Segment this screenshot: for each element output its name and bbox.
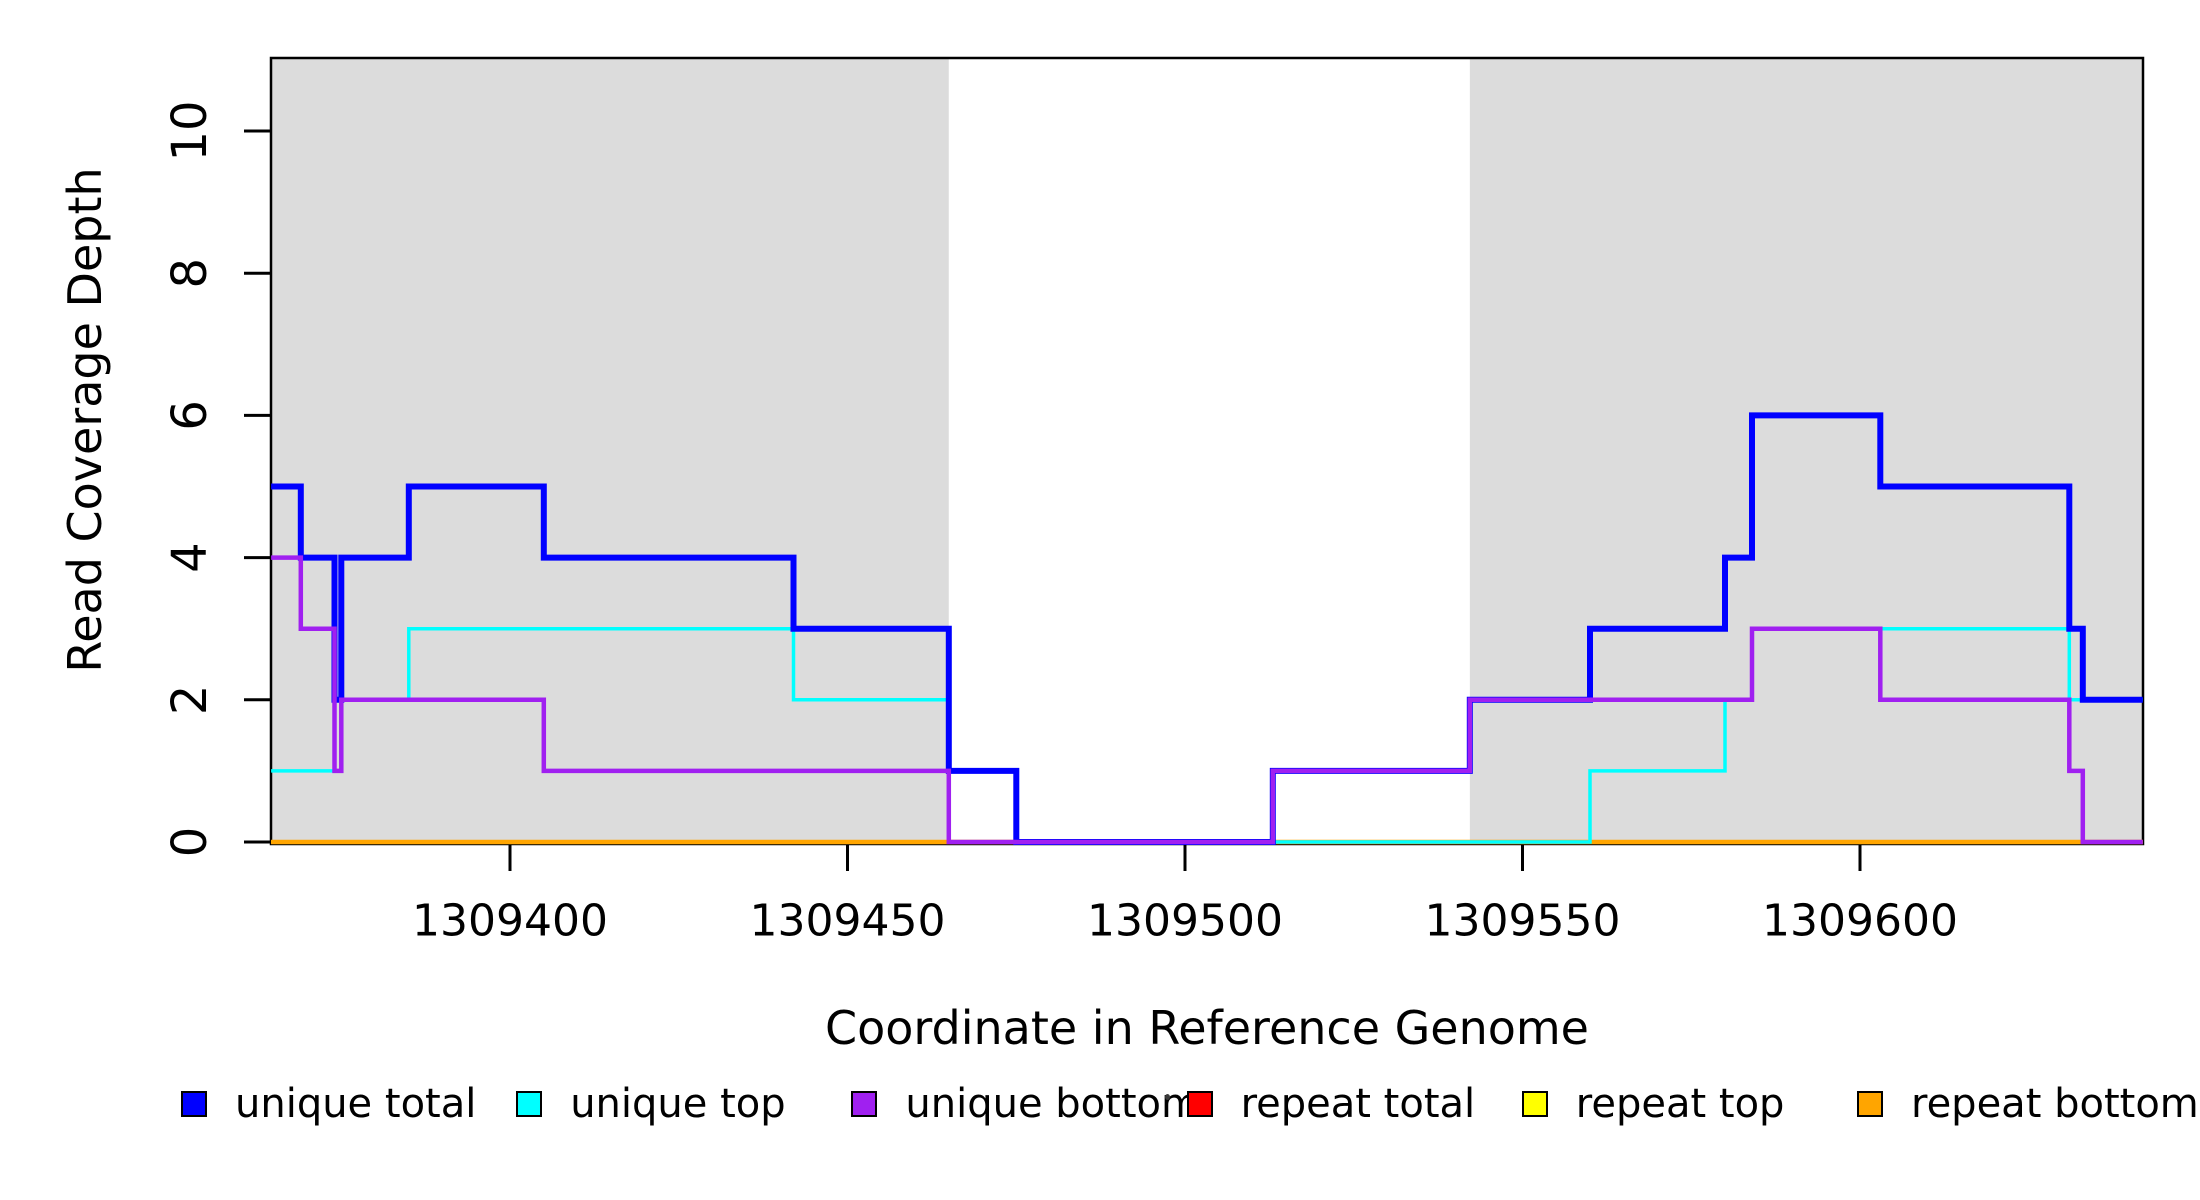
y-axis-tick-label: 2 bbox=[162, 685, 218, 716]
legend-label-repeat-top: repeat top bbox=[1575, 1081, 1785, 1127]
y-axis-tick-label: 4 bbox=[162, 542, 218, 573]
legend-label-unique-total: unique total bbox=[235, 1081, 477, 1127]
legend-swatch-unique-total bbox=[181, 1091, 207, 1117]
repeat-region-left bbox=[271, 58, 949, 844]
y-axis-title: Read Coverage Depth bbox=[58, 167, 112, 673]
legend-swatch-unique-bottom bbox=[851, 1091, 878, 1117]
legend-label-repeat-total: repeat total bbox=[1240, 1081, 1476, 1127]
x-axis-tick-label: 1309500 bbox=[1087, 896, 1283, 947]
legend-swatch-repeat-bottom bbox=[1857, 1091, 1883, 1117]
legend-swatch-repeat-total bbox=[1186, 1091, 1213, 1117]
legend-label-repeat-bottom: repeat bottom bbox=[1911, 1081, 2199, 1127]
y-axis-tick-label: 6 bbox=[162, 400, 218, 431]
x-axis-tick-label: 1309400 bbox=[412, 896, 608, 947]
repeat-region-right bbox=[1469, 58, 2143, 844]
x-axis-tick-label: 1309550 bbox=[1425, 896, 1621, 947]
x-axis-tick-label: 1309450 bbox=[750, 896, 946, 947]
legend-swatch-repeat-top bbox=[1521, 1091, 1548, 1117]
legend-label-unique-top: unique top bbox=[570, 1081, 786, 1127]
y-axis-tick-label: 8 bbox=[162, 258, 218, 289]
y-axis-tick-label: 0 bbox=[162, 827, 218, 858]
series-line-unique-bottom bbox=[271, 555, 2143, 845]
x-axis-title: Coordinate in Reference Genome bbox=[825, 1001, 1589, 1055]
y-axis-tick-label: 10 bbox=[162, 100, 218, 161]
x-axis-tick-label: 1309600 bbox=[1762, 896, 1958, 947]
legend-label-unique-bottom: unique bottom bbox=[905, 1081, 1200, 1127]
legend-swatch-unique-top bbox=[516, 1091, 543, 1117]
legend-stray-dot bbox=[1165, 1094, 1170, 1100]
